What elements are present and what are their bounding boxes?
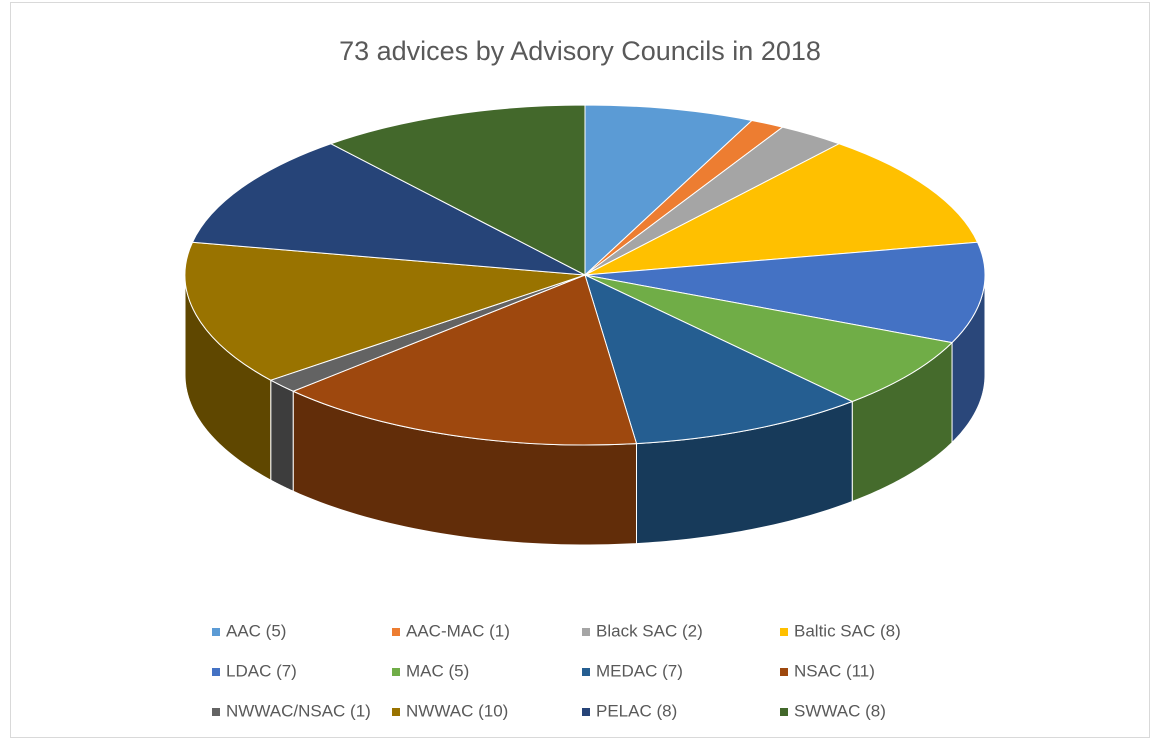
pie-slice: [584, 241, 986, 344]
pie-slice: [584, 143, 979, 276]
legend-label: MEDAC (7): [596, 661, 683, 680]
chart-title: 73 advices by Advisory Councils in 2018: [339, 36, 821, 66]
legend-label: AAC-MAC (1): [406, 621, 510, 640]
legend-swatch: [392, 708, 400, 716]
legend-label: Black SAC (2): [596, 621, 703, 640]
pie-slice: [184, 241, 586, 381]
pie-slice: [584, 104, 753, 277]
legend-swatch: [392, 628, 400, 636]
legend-label: NSAC (11): [794, 661, 875, 680]
legend-label: MAC (5): [406, 661, 469, 680]
legend-swatch: [212, 628, 220, 636]
pie-slice-side: [270, 379, 294, 493]
legend-swatch: [780, 628, 788, 636]
legend-swatch: [582, 628, 590, 636]
legend-label: NWWAC (10): [406, 701, 508, 720]
legend-label: AAC (5): [226, 621, 286, 640]
pie-slice: [584, 274, 954, 403]
pie-slice: [584, 274, 854, 445]
legend-label: NWWAC/NSAC (1): [226, 701, 371, 720]
legend-label: PELAC (8): [596, 701, 677, 720]
legend-label: LDAC (7): [226, 661, 297, 680]
pie-slice: [291, 274, 638, 446]
pie-slice: [191, 143, 586, 276]
legend-swatch: [582, 668, 590, 676]
legend-swatch: [392, 668, 400, 676]
legend-label: Baltic SAC (8): [794, 621, 901, 640]
pie-slice: [329, 104, 586, 276]
legend-swatch: [582, 708, 590, 716]
legend-swatch: [212, 708, 220, 716]
legend-swatch: [212, 668, 220, 676]
legend-swatch: [780, 708, 788, 716]
legend-swatch: [780, 668, 788, 676]
legend-label: SWWAC (8): [794, 701, 886, 720]
